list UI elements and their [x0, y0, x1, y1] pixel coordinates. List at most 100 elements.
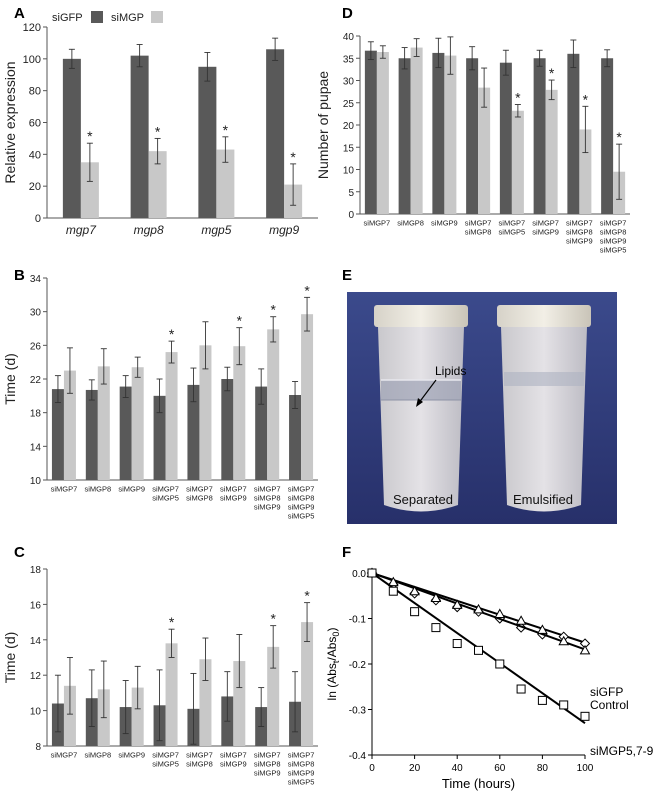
- significance-marker: *: [304, 588, 310, 604]
- x-tick-label: siMGP5: [600, 246, 627, 255]
- y-tick-label: -0.1: [349, 615, 367, 626]
- significance-marker: *: [223, 122, 229, 138]
- bar-treatment: [216, 149, 235, 218]
- panel-letter-b: B: [14, 267, 25, 284]
- x-tick-label: siMGP8: [254, 760, 281, 769]
- y-tick-label: 16: [30, 600, 42, 611]
- significance-marker: *: [270, 611, 276, 627]
- series-label: Control: [590, 698, 629, 712]
- significance-marker: *: [237, 313, 243, 329]
- y-tick-label: 25: [343, 99, 355, 110]
- significance-marker: *: [304, 282, 310, 298]
- y-tick-label: -0.3: [349, 706, 367, 717]
- bar-treatment: [63, 370, 76, 480]
- x-tick-label: siMGP9: [118, 751, 145, 760]
- x-tick-label: siMGP8: [288, 760, 315, 769]
- data-point-triangle: [473, 603, 484, 614]
- significance-marker: *: [169, 614, 175, 630]
- bar-control: [567, 53, 580, 214]
- bar-control: [432, 52, 445, 214]
- x-tick-label: mgp9: [269, 223, 299, 237]
- x-tick-label: siMGP5: [288, 512, 315, 521]
- y-tick-label: 18: [30, 409, 42, 420]
- significance-marker: *: [290, 149, 296, 165]
- bar-control: [266, 49, 285, 219]
- y-tick-label: 5: [348, 188, 354, 199]
- y-tick-label: 10: [343, 166, 355, 177]
- bar-control: [119, 386, 132, 480]
- emulsion-photo: Lipids Separated Emulsified: [347, 292, 617, 524]
- x-tick-label: siMGP8: [566, 228, 593, 237]
- x-tick-label: siMGP7: [220, 485, 247, 494]
- y-tick-label: 60: [29, 118, 41, 130]
- y-axis-label-part: ): [325, 628, 339, 632]
- x-tick-label: siMGP7: [364, 219, 391, 228]
- y-tick-label: 10: [30, 476, 42, 487]
- legend-swatch-sigfp: [91, 11, 103, 23]
- significance-marker: *: [169, 326, 175, 342]
- bar-control: [62, 58, 81, 219]
- y-tick-label: 35: [343, 54, 355, 65]
- y-tick-label: 30: [343, 77, 355, 88]
- y-tick-label: 8: [35, 742, 41, 753]
- bar-treatment: [233, 661, 246, 746]
- x-tick-label: siMGP5: [152, 494, 179, 503]
- y-tick-label: 12: [30, 671, 42, 682]
- x-tick-label: mgp8: [134, 223, 164, 237]
- x-tick-label: siMGP7: [532, 219, 559, 228]
- x-tick-label: siMGP7: [152, 751, 179, 760]
- y-tick-label: 120: [23, 22, 41, 34]
- bar-control: [499, 62, 512, 215]
- data-point-triangle: [558, 635, 570, 646]
- bar-treatment: [267, 646, 280, 746]
- data-point-triangle: [537, 624, 548, 634]
- y-axis-label-subscript: 0: [331, 632, 341, 637]
- x-tick-label: siMGP7: [254, 485, 281, 494]
- panel-letter-c: C: [14, 544, 25, 561]
- tube-emulsified: [497, 305, 591, 512]
- y-tick-label: 20: [343, 121, 355, 132]
- x-tick-label: siMGP9: [254, 503, 281, 512]
- significance-marker: *: [87, 128, 93, 144]
- data-point-triangle: [515, 615, 527, 625]
- x-tick-label: siMGP7: [220, 751, 247, 760]
- bar-treatment: [63, 685, 76, 746]
- data-point-triangle: [579, 644, 591, 655]
- x-tick-label: siMGP8: [288, 494, 315, 503]
- x-tick-label: siMGP9: [532, 228, 559, 237]
- bar-control: [198, 66, 217, 219]
- x-tick-label: siMGP7: [465, 219, 492, 228]
- x-tick-label: siMGP7: [566, 219, 593, 228]
- x-tick-label: siMGP7: [152, 485, 179, 494]
- y-axis-label: Time (d): [2, 632, 18, 684]
- bar-treatment: [199, 345, 212, 480]
- x-tick-label: siMGP9: [220, 494, 247, 503]
- data-point-square: [367, 568, 377, 578]
- y-tick-label: 40: [29, 149, 41, 161]
- x-tick-label: siMGP8: [186, 760, 213, 769]
- bar-treatment: [478, 87, 491, 214]
- bar-treatment: [267, 329, 280, 480]
- lipids-arrowhead: [416, 398, 423, 407]
- bar-treatment: [301, 314, 314, 480]
- x-tick-label: siMGP7: [186, 485, 213, 494]
- lipids-arrow: [417, 379, 437, 405]
- x-tick-label: 80: [537, 763, 549, 774]
- x-tick-label: siMGP9: [118, 485, 145, 494]
- x-tick-label: siMGP8: [186, 494, 213, 503]
- x-tick-label: 20: [409, 763, 421, 774]
- x-tick-label: siMGP7: [288, 751, 315, 760]
- bar-treatment: [165, 643, 178, 746]
- bar-control: [601, 58, 614, 214]
- series-label: siGFP: [590, 685, 623, 699]
- bar-treatment: [148, 151, 167, 218]
- bar-control: [364, 50, 377, 215]
- y-tick-label: 100: [23, 54, 41, 66]
- x-tick-label: siMGP5: [288, 778, 315, 787]
- x-tick-label: 60: [494, 763, 506, 774]
- data-point-triangle: [387, 576, 399, 587]
- x-tick-label: siMGP9: [566, 237, 593, 246]
- y-tick-label: -0.4: [349, 751, 367, 762]
